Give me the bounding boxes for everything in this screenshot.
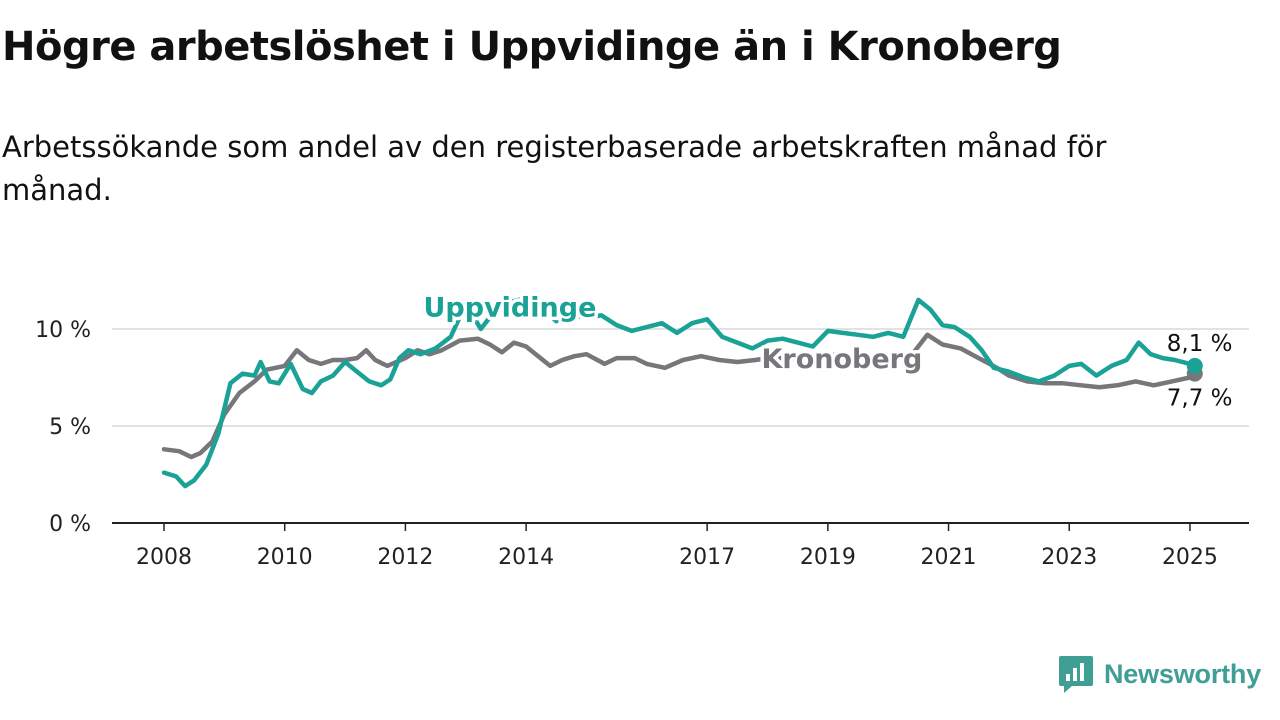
x-tick-label: 2008 xyxy=(136,545,192,570)
x-tick-label: 2025 xyxy=(1162,545,1218,570)
x-tick-label: 2012 xyxy=(377,545,433,570)
x-tick-label: 2019 xyxy=(800,545,856,570)
end-label-kronoberg: 7,7 % xyxy=(1167,386,1233,412)
x-tick-label: 2010 xyxy=(257,545,313,570)
newsworthy-logo-icon xyxy=(1059,656,1093,693)
chart-title: Högre arbetslöshet i Uppvidinge än i Kro… xyxy=(2,24,1062,70)
y-tick-label: 10 % xyxy=(35,318,91,343)
end-point-uppvidinge xyxy=(1186,357,1203,374)
series-line-uppvidinge xyxy=(161,295,1198,489)
x-tick-label: 2023 xyxy=(1041,545,1097,570)
y-tick-label: 0 % xyxy=(49,512,91,537)
x-tick-label: 2021 xyxy=(921,545,977,570)
brand-name: Newsworthy xyxy=(1104,658,1262,689)
series-label-kronoberg: Kronoberg xyxy=(761,344,922,375)
end-label-uppvidinge: 8,1 % xyxy=(1167,331,1233,357)
x-tick-label: 2014 xyxy=(498,545,554,570)
series-line-kronoberg xyxy=(161,332,1198,460)
series-label-uppvidinge: Uppvidinge xyxy=(424,292,597,323)
chart-subtitle: Arbetssökande som andel av den registerb… xyxy=(2,130,1107,207)
x-tick-label: 2017 xyxy=(679,545,735,570)
y-tick-label: 5 % xyxy=(49,415,91,440)
brand-logo: Newsworthy xyxy=(1058,654,1261,694)
